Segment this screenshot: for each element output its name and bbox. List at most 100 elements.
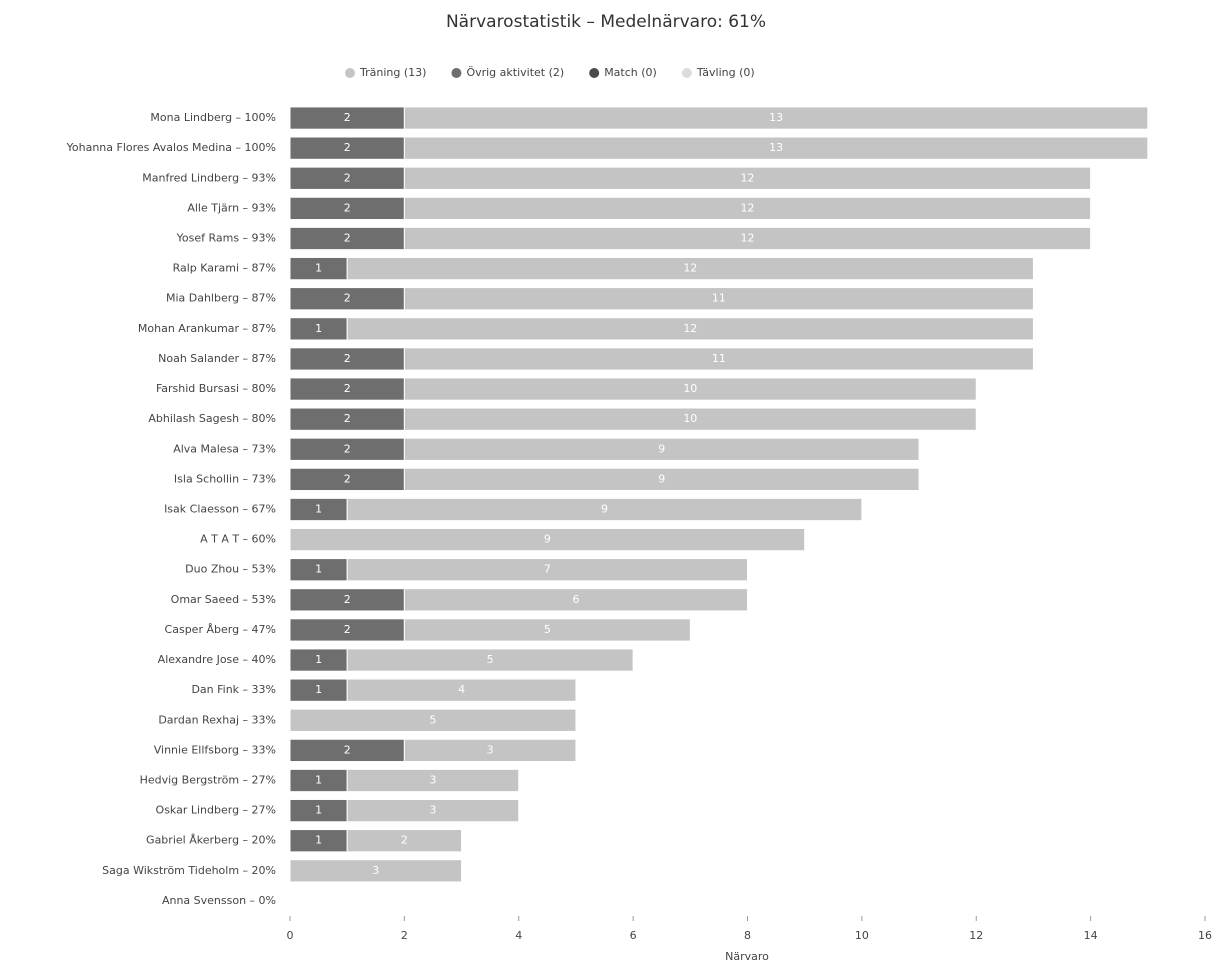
legend-label: Tävling (0) bbox=[696, 66, 755, 79]
y-tick-label: Farshid Bursasi – 80% bbox=[156, 382, 276, 395]
segment-label: 9 bbox=[658, 472, 665, 485]
bar-segment bbox=[346, 829, 463, 853]
x-tick-label: 8 bbox=[744, 929, 751, 942]
y-tick-label: Noah Salander – 87% bbox=[158, 352, 276, 365]
bar-segment bbox=[403, 437, 920, 461]
x-tick-label: 14 bbox=[1084, 929, 1098, 942]
legend-swatch bbox=[345, 68, 355, 78]
y-tick-label: Anna Svensson – 0% bbox=[162, 894, 276, 907]
y-tick-label: Mia Dahlberg – 87% bbox=[166, 292, 276, 305]
bar-segment bbox=[346, 648, 634, 672]
y-tick-label: Vinnie Ellfsborg – 33% bbox=[154, 743, 276, 756]
y-tick-label: Ralp Karami – 87% bbox=[173, 262, 276, 275]
bar-segment bbox=[403, 588, 748, 612]
x-tick-label: 16 bbox=[1198, 929, 1212, 942]
segment-label: 7 bbox=[544, 563, 551, 576]
segment-label: 1 bbox=[315, 653, 322, 666]
segment-label: 2 bbox=[344, 292, 351, 305]
x-tick-label: 4 bbox=[515, 929, 522, 942]
bar-segment bbox=[346, 798, 520, 823]
bar-segment bbox=[403, 136, 1149, 160]
bar-segment bbox=[346, 768, 520, 793]
y-tick-label: Dan Fink – 33% bbox=[191, 683, 276, 696]
segment-label: 3 bbox=[429, 774, 436, 787]
segment-label: 2 bbox=[344, 442, 351, 455]
y-tick-label: A T A T – 60% bbox=[200, 533, 276, 546]
legend-swatch bbox=[589, 68, 600, 78]
segment-label: 2 bbox=[344, 111, 351, 124]
segment-label: 9 bbox=[658, 442, 665, 455]
y-tick-label: Isla Schollin – 73% bbox=[174, 472, 276, 485]
segment-label: 12 bbox=[741, 171, 755, 184]
y-tick-label: Isak Claesson – 67% bbox=[164, 503, 276, 516]
bar-segment bbox=[403, 166, 1092, 190]
y-tick-label: Casper Åberg – 47% bbox=[165, 623, 276, 636]
legend-swatch bbox=[451, 68, 462, 78]
bar-segment bbox=[289, 859, 463, 883]
bar-segment bbox=[289, 708, 577, 732]
bar-segment bbox=[403, 377, 977, 401]
segment-label: 11 bbox=[712, 292, 726, 305]
segment-label: 12 bbox=[741, 232, 755, 245]
x-axis-label: Närvaro bbox=[725, 950, 769, 963]
segment-label: 1 bbox=[315, 563, 322, 576]
segment-label: 12 bbox=[741, 201, 755, 214]
y-tick-label: Alva Malesa – 73% bbox=[173, 442, 276, 455]
segment-label: 6 bbox=[572, 593, 579, 606]
y-tick-label: Yosef Rams – 93% bbox=[176, 232, 276, 245]
bar-segment bbox=[403, 407, 977, 431]
bar-segment bbox=[346, 317, 1034, 341]
segment-label: 1 bbox=[315, 804, 322, 817]
segment-label: 1 bbox=[315, 774, 322, 787]
bar-segment bbox=[346, 497, 863, 522]
segment-label: 2 bbox=[344, 472, 351, 485]
segment-label: 2 bbox=[344, 232, 351, 245]
segment-label: 5 bbox=[429, 713, 436, 726]
legend-swatch bbox=[681, 68, 692, 78]
segment-label: 9 bbox=[544, 533, 551, 546]
y-tick-label: Oskar Lindberg – 27% bbox=[156, 804, 276, 817]
segment-label: 12 bbox=[683, 322, 697, 335]
segment-label: 1 bbox=[315, 834, 322, 847]
segment-label: 1 bbox=[315, 262, 322, 275]
y-tick-label: Manfred Lindberg – 93% bbox=[142, 171, 276, 184]
y-tick-label: Hedvig Bergström – 27% bbox=[140, 774, 276, 787]
segment-label: 3 bbox=[429, 804, 436, 817]
y-tick-label: Mona Lindberg – 100% bbox=[150, 111, 276, 124]
legend-label: Träning (13) bbox=[359, 66, 426, 79]
y-tick-label: Saga Wikström Tideholm – 20% bbox=[102, 864, 276, 877]
segment-label: 13 bbox=[769, 141, 783, 154]
bar-segment bbox=[403, 106, 1149, 130]
bar-segment bbox=[346, 256, 1034, 281]
bar-segment bbox=[403, 196, 1092, 221]
x-tick-label: 2 bbox=[401, 929, 408, 942]
y-tick-label: Alle Tjärn – 93% bbox=[187, 201, 276, 214]
x-tick-label: 10 bbox=[855, 929, 869, 942]
bar-segment bbox=[403, 287, 1034, 311]
y-tick-label: Dardan Rexhaj – 33% bbox=[158, 713, 276, 726]
y-tick-label: Gabriel Åkerberg – 20% bbox=[146, 834, 276, 847]
segment-label: 2 bbox=[344, 171, 351, 184]
segment-label: 5 bbox=[487, 653, 494, 666]
segment-label: 2 bbox=[401, 834, 408, 847]
y-tick-label: Yohanna Flores Avalos Medina – 100% bbox=[66, 141, 276, 154]
bar-segment bbox=[403, 347, 1034, 371]
legend-label: Match (0) bbox=[604, 66, 657, 79]
bar-segment bbox=[346, 678, 577, 702]
segment-label: 1 bbox=[315, 322, 322, 335]
segment-label: 2 bbox=[344, 382, 351, 395]
segment-label: 3 bbox=[487, 743, 494, 756]
segment-label: 2 bbox=[344, 141, 351, 154]
segment-label: 2 bbox=[344, 201, 351, 214]
chart-title: Närvarostatistik – Medelnärvaro: 61% bbox=[446, 12, 766, 32]
segment-label: 2 bbox=[344, 412, 351, 425]
x-tick-label: 6 bbox=[630, 929, 637, 942]
bar-segment bbox=[403, 738, 577, 763]
legend-label: Övrig aktivitet (2) bbox=[466, 66, 564, 79]
y-tick-label: Abhilash Sagesh – 80% bbox=[148, 412, 276, 425]
segment-label: 5 bbox=[544, 623, 551, 636]
segment-label: 1 bbox=[315, 683, 322, 696]
y-tick-label: Duo Zhou – 53% bbox=[185, 563, 276, 576]
segment-label: 13 bbox=[769, 111, 783, 124]
